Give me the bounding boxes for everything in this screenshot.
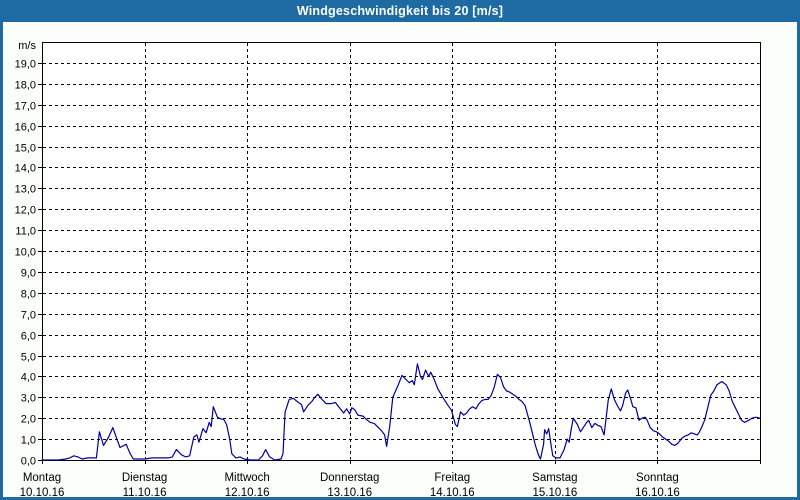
y-tick-label: 18,0 [15,80,36,92]
x-date-label: 13.10.16 [327,487,372,499]
x-date-label: 10.10.16 [20,487,65,499]
x-date-label: 12.10.16 [225,487,270,499]
x-day-label: Samstag [532,472,577,484]
y-tick-label: 19,0 [15,59,36,71]
y-tick-label: 11,0 [15,226,36,238]
y-tick-label: 12,0 [15,205,36,217]
y-tick-label: 8,0 [21,289,36,301]
y-tick-label: 1,0 [21,435,36,447]
y-tick-label: 7,0 [21,310,36,322]
y-tick-label: 5,0 [21,352,36,364]
y-axis-unit-label: m/s [18,40,36,52]
y-tick-label: 10,0 [15,247,36,259]
y-tick-label: 15,0 [15,143,36,155]
y-tick-label: 0,0 [21,456,36,468]
y-tick-label: 9,0 [21,268,36,280]
x-date-label: 11.10.16 [123,487,167,499]
x-day-label: Sonntag [636,472,679,484]
plot-border [42,42,761,461]
x-date-label: 16.10.16 [635,487,680,499]
x-day-label: Freitag [434,472,470,484]
y-tick-label: 14,0 [15,163,36,175]
x-day-label: Mittwoch [224,472,269,484]
plot-area [42,42,761,461]
y-tick-label: 2,0 [21,414,36,426]
y-tick-label: 17,0 [15,101,36,113]
x-day-label: Montag [23,472,61,484]
title-bar: Windgeschwindigkeit bis 20 [m/s] [0,0,800,22]
x-day-label: Dienstag [122,472,167,484]
chart-title: Windgeschwindigkeit bis 20 [m/s] [296,4,504,18]
x-date-label: 14.10.16 [430,487,475,499]
x-day-label: Donnerstag [320,472,379,484]
x-date-label: 15.10.16 [532,487,577,499]
wind-speed-line [41,363,761,461]
y-tick-label: 4,0 [21,372,36,384]
y-tick-label: 3,0 [21,393,36,405]
y-tick-label: 16,0 [15,122,36,134]
y-tick-label: 6,0 [21,331,36,343]
y-tick-label: 13,0 [15,184,36,196]
